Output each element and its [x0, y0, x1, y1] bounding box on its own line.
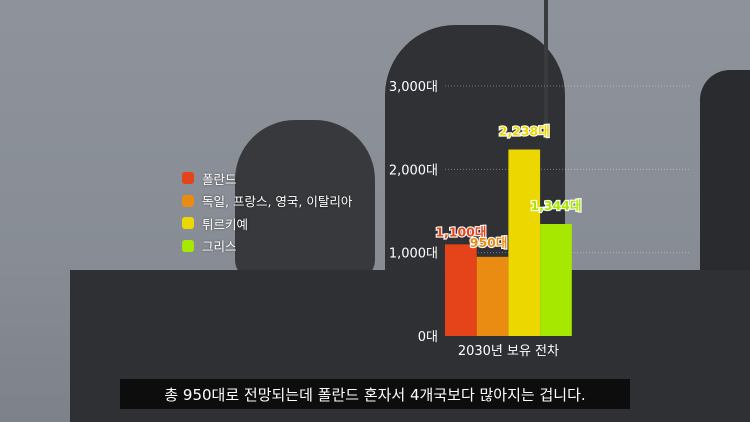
legend-swatch	[182, 194, 194, 207]
legend-item: 그리스	[182, 235, 352, 258]
legend-label: 그리스	[202, 239, 237, 255]
legend-item: 독일, 프랑스, 영국, 이탈리아	[182, 190, 352, 213]
x-axis-label: 2030년 보유 전차	[458, 344, 559, 359]
legend-swatch	[182, 239, 194, 252]
legend-swatch	[182, 172, 194, 185]
background-tank-right	[700, 70, 750, 270]
bar-4	[540, 224, 572, 336]
y-tick-label: 3,000대	[389, 80, 438, 95]
legend-label: 폴란드	[202, 171, 237, 187]
legend-label: 튀르키예	[202, 216, 249, 232]
data-label: 1,100대	[435, 224, 486, 239]
legend-item: 폴란드	[182, 167, 352, 190]
legend-item: 튀르키예	[182, 212, 352, 235]
data-label: 950대	[470, 235, 508, 250]
y-tick-label: 1,000대	[389, 247, 438, 262]
legend-swatch	[182, 217, 194, 230]
bar-1	[445, 244, 477, 336]
y-tick-label: 0대	[418, 330, 438, 345]
background-soldier	[235, 120, 375, 280]
data-label: 2,238대	[499, 124, 550, 139]
bar-3	[508, 149, 541, 336]
bar-2	[476, 256, 509, 336]
subtitle-text: 총 950대로 전망되는데 폴란드 혼자서 4개국보다 많아지는 겁니다.	[164, 385, 586, 404]
subtitle-caption: 총 950대로 전망되는데 폴란드 혼자서 4개국보다 많아지는 겁니다.	[120, 379, 630, 409]
data-label: 1,344대	[530, 198, 581, 213]
y-tick-label: 2,000대	[389, 163, 438, 178]
legend-label: 독일, 프랑스, 영국, 이탈리아	[202, 194, 353, 210]
background-antenna	[544, 0, 548, 140]
